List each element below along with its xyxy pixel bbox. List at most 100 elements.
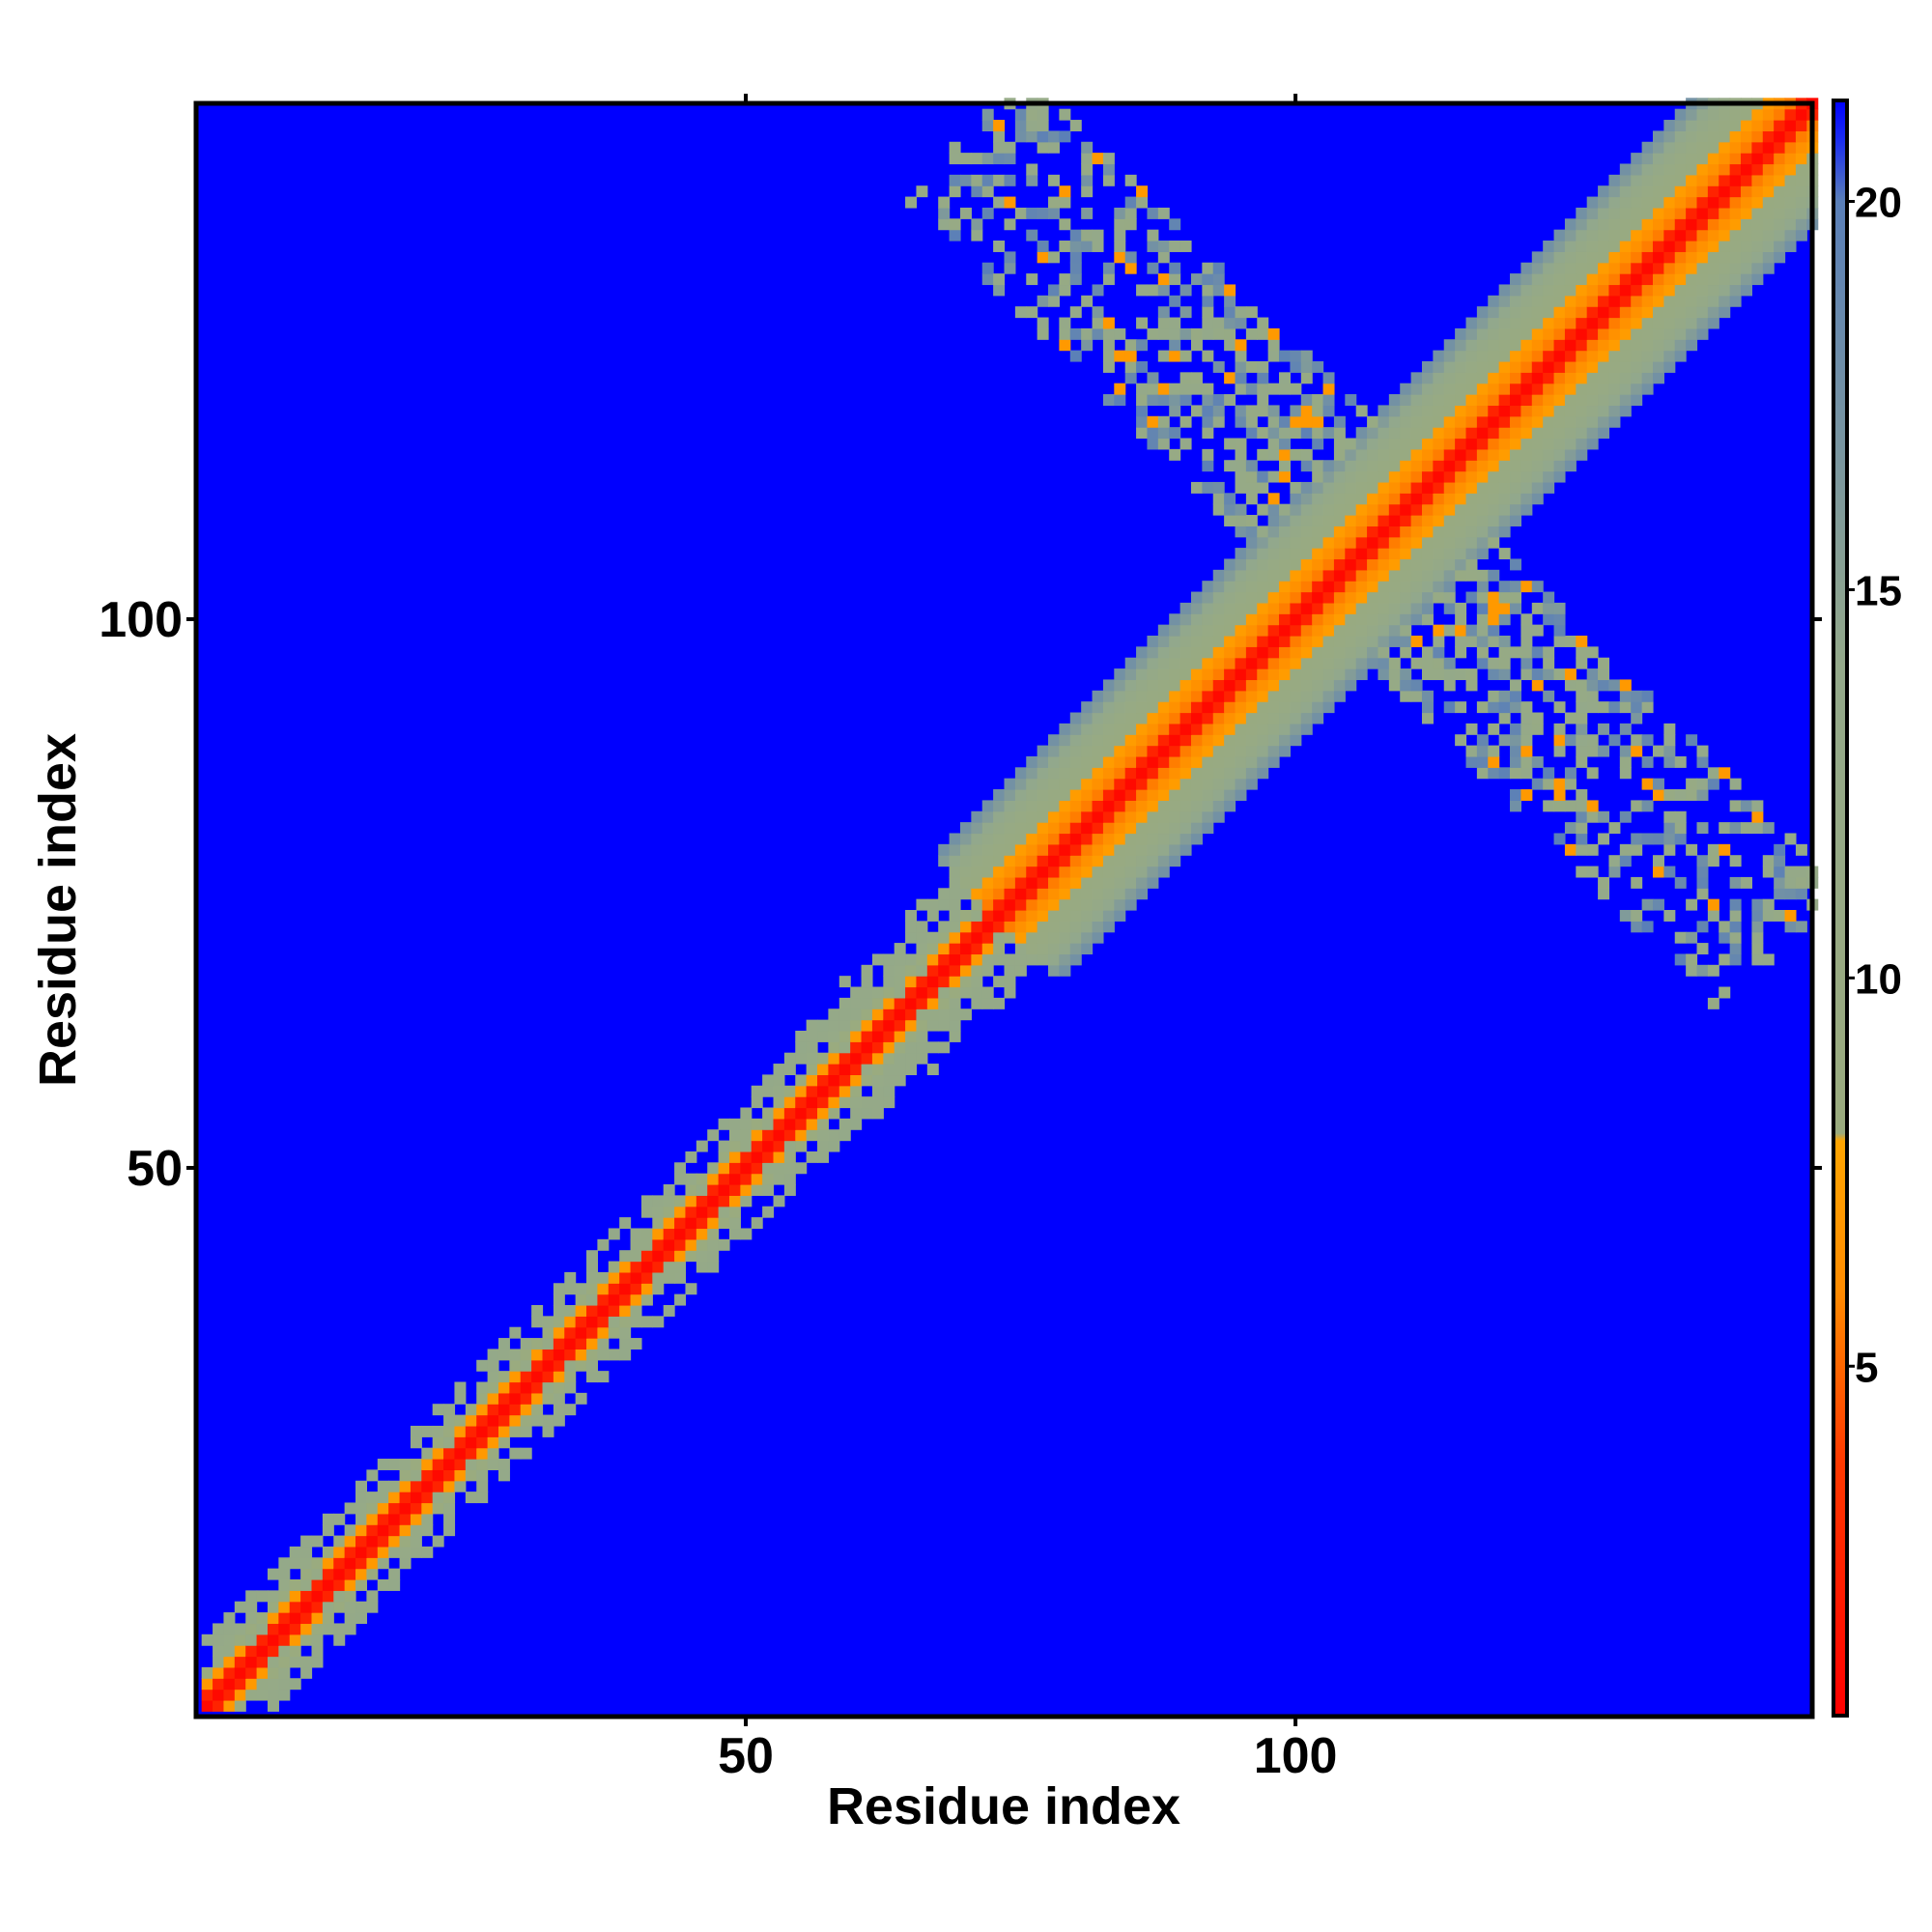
heatmap-cell (1026, 810, 1038, 823)
heatmap-cell (1476, 602, 1489, 614)
heatmap-cell (1235, 635, 1247, 647)
heatmap-cell (1719, 229, 1731, 242)
heatmap-cell (1388, 679, 1401, 692)
heatmap-cell (300, 1656, 313, 1668)
heatmap-cell (1707, 130, 1719, 143)
heatmap-cell (1378, 624, 1390, 637)
heatmap-cell (1741, 108, 1752, 121)
heatmap-cell (1510, 581, 1521, 593)
heatmap-cell (1037, 910, 1049, 922)
heatmap-cell (201, 1699, 213, 1712)
heatmap-cell (1433, 536, 1445, 549)
heatmap-cell (1543, 646, 1555, 659)
heatmap-cell (213, 1666, 225, 1679)
heatmap-cell (707, 1173, 720, 1185)
heatmap-cell (542, 1392, 554, 1405)
heatmap-cell (366, 1535, 379, 1548)
heatmap-cell (267, 1568, 279, 1580)
heatmap-cell (1707, 120, 1719, 131)
heatmap-cell (1488, 755, 1500, 768)
heatmap-cell (1312, 360, 1324, 373)
heatmap-cell (1729, 185, 1742, 198)
heatmap-cell (1124, 218, 1137, 231)
heatmap-cell (1652, 251, 1664, 264)
heatmap-cell (1048, 251, 1060, 264)
heatmap-cell (542, 1326, 554, 1339)
heatmap-cell (1212, 591, 1225, 604)
heatmap-cell (1092, 755, 1104, 768)
heatmap-cell (1652, 207, 1664, 219)
heatmap-cell (531, 1316, 544, 1328)
heatmap-cell (1300, 350, 1313, 362)
heatmap-cell (1388, 602, 1401, 614)
heatmap-cell (1004, 833, 1016, 845)
heatmap-cell (1443, 448, 1456, 461)
heatmap-cell (1531, 317, 1544, 329)
heatmap-cell (1345, 515, 1357, 526)
heatmap-cell (564, 1338, 577, 1350)
heatmap-cell (1553, 306, 1566, 319)
heatmap-cell (1179, 843, 1192, 856)
heatmap-cell (1378, 668, 1390, 681)
heatmap-cell (1674, 273, 1687, 286)
heatmap-cell (1190, 690, 1203, 702)
heatmap-cell (1026, 843, 1038, 856)
heatmap-cell (1741, 876, 1752, 889)
heatmap-cell (905, 910, 918, 922)
heatmap-cell (640, 1283, 653, 1295)
heatmap-cell (1433, 581, 1445, 593)
heatmap-cell (1619, 745, 1632, 757)
heatmap-cell (707, 1184, 720, 1196)
heatmap-cell (1652, 898, 1664, 911)
heatmap-cell (1037, 888, 1049, 900)
heatmap-cell (1631, 350, 1643, 362)
heatmap-cell (289, 1678, 301, 1690)
heatmap-cell (1081, 810, 1094, 823)
heatmap-cell (1631, 339, 1643, 352)
heatmap-cell (1345, 448, 1357, 461)
heatmap-cell (916, 943, 928, 955)
heatmap-cell (1312, 503, 1324, 516)
heatmap-cell (1378, 405, 1390, 417)
heatmap-cell (1762, 218, 1775, 231)
heatmap-cell (213, 1645, 225, 1658)
heatmap-cell (1751, 108, 1764, 121)
heatmap-cell (1245, 690, 1258, 702)
heatmap-cell (344, 1524, 356, 1537)
heatmap-cell (1102, 888, 1115, 900)
heatmap-cell (1641, 317, 1654, 329)
heatmap-cell (1169, 810, 1181, 823)
heatmap-cell (1279, 657, 1291, 669)
heatmap-cell (1586, 327, 1599, 340)
heatmap-cell (1069, 262, 1082, 274)
heatmap-cell (1345, 624, 1357, 637)
heatmap-cell (773, 1173, 785, 1185)
heatmap-cell (1608, 866, 1621, 878)
heatmap-cell (1652, 153, 1664, 165)
heatmap-cell (1212, 503, 1225, 516)
heatmap-cell (1465, 360, 1478, 373)
heatmap-cell (1212, 755, 1225, 768)
heatmap-cell (1169, 679, 1181, 692)
heatmap-cell (817, 1118, 829, 1130)
heatmap-cell (1026, 943, 1038, 955)
heatmap-cell (1114, 810, 1126, 823)
heatmap-cell (1059, 876, 1071, 889)
heatmap-cell (1026, 833, 1038, 845)
heatmap-cell (1179, 350, 1192, 362)
heatmap-cell (1465, 493, 1478, 505)
heatmap-cell (674, 1228, 687, 1240)
heatmap-cell (1069, 120, 1082, 131)
heatmap-cell (289, 1634, 301, 1646)
heatmap-cell (1014, 833, 1027, 845)
heatmap-cell (1279, 581, 1291, 593)
heatmap-cell (1257, 624, 1269, 637)
heatmap-cell (267, 1689, 279, 1701)
heatmap-cell (1598, 657, 1610, 669)
heatmap-cell (1322, 460, 1335, 472)
heatmap-cell (806, 1096, 818, 1109)
heatmap-cell (1069, 327, 1082, 340)
heatmap-cell (1190, 624, 1203, 637)
heatmap-cell (1707, 843, 1719, 856)
heatmap-cell (949, 931, 961, 944)
